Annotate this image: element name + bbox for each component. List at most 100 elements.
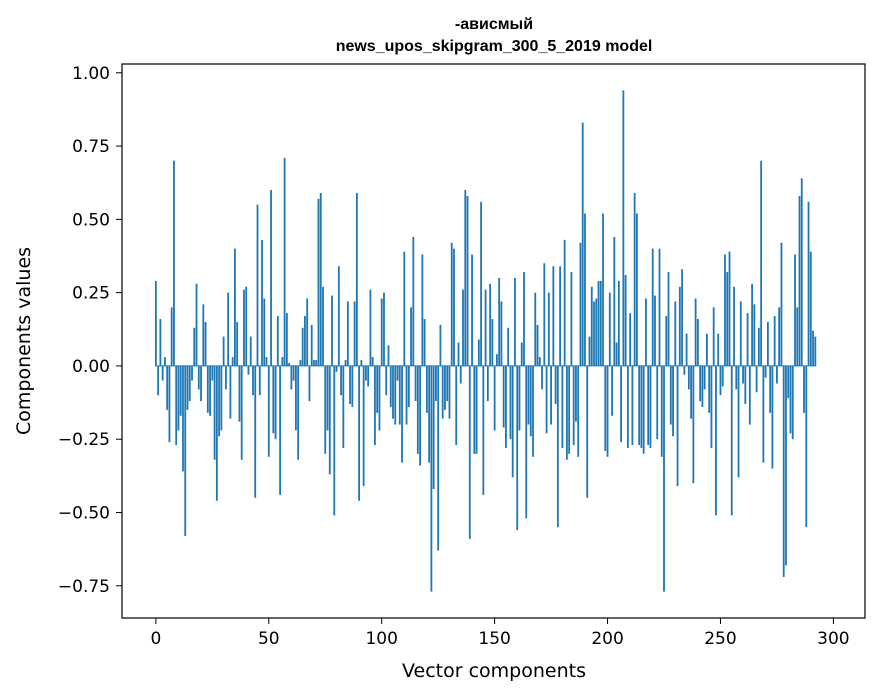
bar (617, 280, 620, 366)
bar (358, 365, 361, 501)
chart-title: -ависмый (455, 16, 533, 33)
bar (252, 365, 254, 396)
bar (432, 365, 435, 490)
bar (441, 365, 444, 419)
bar (534, 292, 537, 366)
bar (288, 362, 291, 366)
y-axis-ticks: 1.00 0.75 0.50 0.25 0.00 −0.25 −0.50 −0.75 (58, 64, 122, 597)
bar (283, 157, 286, 366)
bar (369, 289, 372, 366)
bar (545, 365, 548, 434)
bar (757, 327, 760, 366)
bar (480, 201, 482, 366)
bar (563, 239, 566, 366)
bar (800, 178, 803, 366)
bar (536, 324, 539, 366)
bar (274, 365, 277, 440)
bar (164, 357, 166, 366)
bar (597, 280, 600, 366)
bar (403, 251, 406, 366)
bar (392, 365, 394, 419)
bar (374, 365, 376, 446)
bar (803, 365, 805, 413)
bar (502, 365, 505, 428)
bar (550, 365, 552, 425)
bar (435, 365, 437, 402)
bar (175, 365, 178, 446)
bar (636, 213, 638, 366)
bar (593, 301, 595, 366)
bar (430, 365, 433, 592)
bar (518, 365, 521, 431)
bar (310, 324, 313, 366)
bar (762, 365, 765, 463)
bar (672, 365, 674, 437)
bar (401, 365, 403, 463)
bar (439, 324, 442, 366)
bar (482, 365, 485, 495)
bar (360, 360, 363, 366)
bar (645, 298, 647, 366)
bar (182, 365, 184, 472)
bar (620, 365, 622, 443)
bar (326, 365, 329, 431)
bar (764, 365, 767, 378)
bar (667, 272, 670, 366)
bar (778, 307, 781, 366)
bar (776, 365, 778, 384)
bar (200, 365, 202, 402)
bar (157, 365, 160, 396)
bar (769, 365, 772, 413)
bar (486, 365, 489, 402)
bar (202, 304, 205, 366)
y-tick-label: 0.25 (72, 284, 110, 304)
bar (565, 365, 568, 460)
bar (457, 342, 460, 366)
bar (744, 365, 747, 405)
bar (319, 192, 322, 366)
bar (606, 365, 609, 457)
bar (572, 365, 575, 446)
bar (656, 365, 659, 440)
bar (771, 365, 774, 469)
bar (267, 365, 270, 457)
bar (405, 365, 408, 425)
bar (588, 336, 591, 366)
bar (213, 365, 216, 460)
bar (263, 298, 266, 366)
bar (724, 254, 726, 366)
bar (766, 321, 769, 366)
bar (649, 365, 652, 448)
bar (238, 365, 241, 422)
bar (466, 195, 469, 366)
bar (240, 365, 243, 460)
bar (367, 365, 370, 387)
bar (353, 301, 356, 366)
bar (712, 307, 715, 366)
bar (568, 365, 571, 454)
bar (520, 342, 523, 366)
bar (780, 242, 783, 366)
bar (791, 365, 794, 440)
bar (701, 365, 704, 407)
y-tick-label: 0.75 (72, 137, 110, 157)
bar (340, 365, 342, 396)
bar (654, 295, 656, 366)
bar (575, 365, 577, 422)
bar (337, 266, 340, 366)
bar (651, 248, 654, 366)
bar (674, 301, 677, 366)
bar (204, 321, 207, 366)
bar (730, 365, 733, 516)
bar (243, 289, 245, 366)
bar (703, 365, 706, 390)
bar (782, 365, 785, 577)
bar (728, 251, 731, 366)
bar (559, 266, 562, 366)
y-tick-label: 1.00 (72, 64, 110, 84)
bar (676, 365, 679, 487)
bar (719, 365, 722, 396)
bar (168, 365, 171, 443)
bar (245, 286, 248, 366)
bar (807, 201, 810, 366)
